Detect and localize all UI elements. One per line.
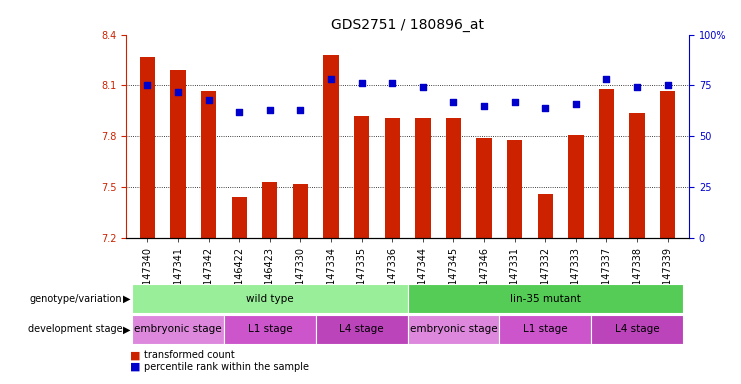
Bar (132, 315, 224, 344)
Bar (385, 118, 400, 238)
Point (142, 83, 153, 89)
Point (264, 107, 276, 113)
Point (356, 80, 368, 86)
Bar (568, 135, 584, 238)
Point (509, 99, 521, 105)
Bar (629, 113, 645, 238)
Text: percentile rank within the sample: percentile rank within the sample (144, 362, 310, 372)
Text: genotype/variation: genotype/variation (30, 293, 122, 304)
Text: transformed count: transformed count (144, 350, 235, 360)
Point (539, 105, 551, 111)
Point (478, 103, 490, 109)
Bar (538, 194, 553, 238)
Bar (354, 116, 369, 238)
Point (233, 109, 245, 115)
Bar (293, 184, 308, 238)
Point (294, 107, 306, 113)
Bar (599, 89, 614, 238)
Text: ■: ■ (130, 362, 140, 372)
Point (386, 80, 398, 86)
Text: embryonic stage: embryonic stage (134, 324, 222, 334)
Bar (316, 315, 408, 344)
Point (570, 101, 582, 107)
Bar (507, 140, 522, 238)
Point (600, 76, 612, 83)
Point (631, 84, 643, 91)
Bar (415, 118, 431, 238)
Bar (408, 315, 499, 344)
Text: ■: ■ (130, 350, 140, 360)
Text: embryonic stage: embryonic stage (410, 324, 497, 334)
Text: L4 stage: L4 stage (339, 324, 384, 334)
Text: L4 stage: L4 stage (615, 324, 659, 334)
Bar (231, 197, 247, 238)
Point (448, 99, 459, 105)
Bar (476, 138, 492, 238)
Text: ▶: ▶ (123, 293, 130, 304)
Point (417, 84, 429, 91)
Point (325, 76, 337, 83)
Bar (660, 91, 675, 238)
Text: wild type: wild type (246, 293, 293, 304)
Point (172, 88, 184, 94)
Bar (132, 284, 408, 313)
Point (203, 97, 215, 103)
Text: ▶: ▶ (123, 324, 130, 334)
Bar (262, 182, 277, 238)
Bar (224, 315, 316, 344)
Bar (170, 70, 186, 238)
Text: lin-35 mutant: lin-35 mutant (510, 293, 581, 304)
Bar (591, 315, 683, 344)
Bar (446, 118, 461, 238)
Point (662, 83, 674, 89)
Bar (201, 91, 216, 238)
Text: L1 stage: L1 stage (247, 324, 292, 334)
Text: development stage: development stage (27, 324, 122, 334)
Bar (499, 315, 591, 344)
Text: L1 stage: L1 stage (523, 324, 568, 334)
Bar (408, 284, 683, 313)
Title: GDS2751 / 180896_at: GDS2751 / 180896_at (331, 18, 484, 32)
Bar (323, 55, 339, 238)
Bar (140, 56, 155, 238)
